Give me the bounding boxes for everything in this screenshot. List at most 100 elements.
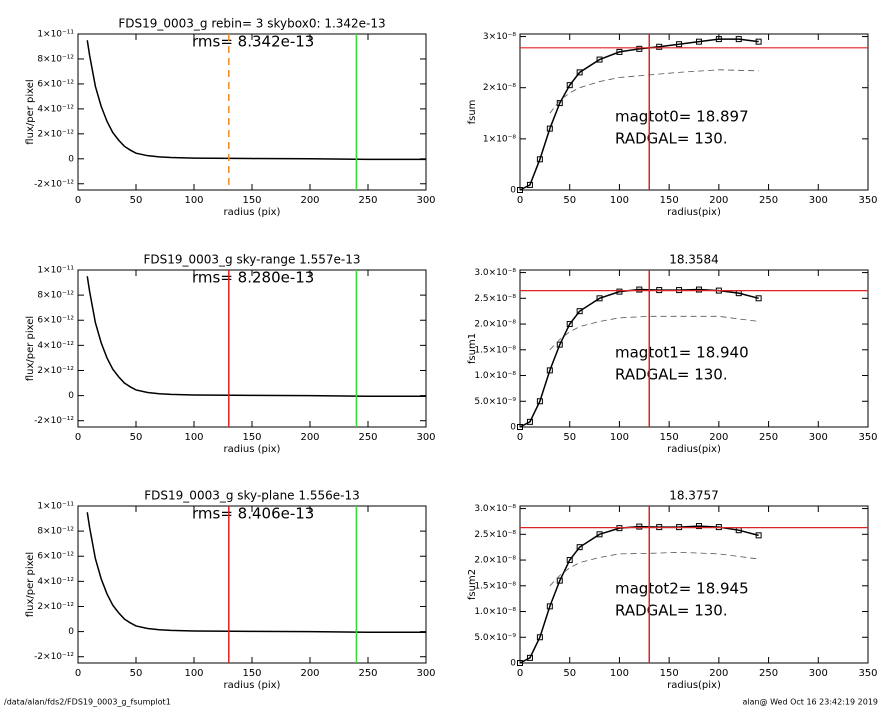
plot-frame	[519, 269, 869, 428]
y-axis-label: flux/per pixel	[25, 79, 36, 144]
point-marker	[596, 56, 603, 63]
x-tick-label: 50	[130, 668, 143, 679]
x-tick-label: 250	[358, 668, 377, 679]
y-tick-label: 8×10⁻¹²	[37, 291, 74, 301]
point-marker	[566, 557, 573, 564]
y-tick-label: 1.5×10⁻⁸	[474, 345, 516, 355]
x-tick-label: 250	[759, 432, 778, 443]
y-axis-label: flux/per pixel	[25, 316, 36, 381]
y-tick-label: 2×10⁻¹²	[37, 366, 74, 376]
point-marker	[576, 69, 583, 76]
x-tick-label: 300	[809, 195, 828, 206]
y-tick-label: 1.5×10⁻⁸	[474, 581, 516, 591]
y-tick-label: -2×10⁻¹²	[34, 416, 74, 426]
x-tick-label: 100	[184, 432, 203, 443]
x-tick-label: 100	[184, 668, 203, 679]
y-axis-label: fsum2	[467, 569, 478, 600]
point-marker	[636, 523, 643, 530]
footer-left: /data/alan/fds2/FDS19_0003_g_fsumplot1	[4, 698, 171, 707]
y-tick-label: 0	[68, 627, 74, 637]
y-axis-label: flux/per pixel	[25, 552, 36, 617]
series-line	[549, 551, 759, 587]
x-tick-label: 150	[660, 668, 679, 679]
x-tick-label: 200	[300, 668, 319, 679]
x-tick-label: 350	[858, 668, 877, 679]
annotation: rms= 8.342e-13	[192, 33, 314, 51]
y-tick-label: 1×10⁻¹¹	[37, 502, 74, 512]
y-tick-label: 2×10⁻¹²	[37, 602, 74, 612]
point-marker	[546, 367, 553, 374]
x-tick-label: 50	[563, 668, 576, 679]
y-tick-label: 3.0×10⁻⁸	[474, 268, 516, 278]
point-marker	[695, 286, 702, 293]
x-tick-label: 0	[75, 195, 81, 206]
y-tick-label: 5.0×10⁻⁹	[474, 633, 516, 643]
x-tick-label: 50	[563, 195, 576, 206]
point-marker	[636, 286, 643, 293]
chart-title: FDS19_0003_g rebin= 3 skybox0: 1.342e-13	[118, 17, 385, 31]
point-marker	[616, 48, 623, 55]
point-marker	[735, 36, 742, 43]
annotation: RADGAL= 130.	[615, 602, 728, 620]
x-tick-label: 300	[809, 668, 828, 679]
annotation: rms= 8.280e-13	[192, 269, 314, 287]
y-tick-label: 2.0×10⁻⁸	[474, 320, 516, 330]
x-tick-label: 50	[130, 432, 143, 443]
series-line	[549, 315, 759, 351]
y-tick-label: 0	[510, 423, 516, 433]
point-marker	[536, 634, 543, 641]
y-tick-label: 1.0×10⁻⁸	[474, 607, 516, 617]
point-marker	[755, 295, 762, 302]
series-line	[86, 40, 426, 161]
x-tick-label: 200	[300, 195, 319, 206]
point-marker	[566, 321, 573, 328]
x-tick-label: 0	[75, 432, 81, 443]
x-tick-label: 300	[416, 432, 435, 443]
point-marker	[656, 43, 663, 50]
annotation: rms= 8.406e-13	[192, 505, 314, 523]
point-marker	[556, 341, 563, 348]
y-tick-label: 2×10⁻⁸	[483, 83, 516, 93]
y-tick-label: 1×10⁻¹¹	[37, 30, 74, 40]
point-marker	[636, 45, 643, 52]
series-line	[86, 512, 426, 633]
x-tick-label: 200	[709, 668, 728, 679]
x-tick-label: 0	[517, 195, 523, 206]
x-tick-label: 50	[563, 432, 576, 443]
x-tick-label: 350	[858, 195, 877, 206]
chart-title: FDS19_0003_g sky-range 1.557e-13	[143, 253, 360, 267]
y-tick-label: 6×10⁻¹²	[37, 552, 74, 562]
plot-frame	[519, 505, 869, 664]
y-tick-label: 0	[510, 186, 516, 196]
point-marker	[596, 295, 603, 302]
x-tick-label: 200	[300, 432, 319, 443]
y-axis-label: fsum	[467, 100, 478, 125]
point-marker	[526, 418, 533, 425]
point-marker	[556, 100, 563, 107]
x-tick-label: 350	[858, 432, 877, 443]
x-tick-label: 150	[660, 432, 679, 443]
point-marker	[576, 544, 583, 551]
x-tick-label: 300	[416, 668, 435, 679]
x-tick-label: 300	[809, 432, 828, 443]
x-tick-label: 200	[709, 195, 728, 206]
point-marker	[576, 308, 583, 315]
x-tick-label: 150	[660, 195, 679, 206]
point-marker	[526, 654, 533, 661]
x-tick-label: 300	[416, 195, 435, 206]
annotation: magtot2= 18.945	[615, 580, 749, 598]
y-tick-label: 5.0×10⁻⁹	[474, 397, 516, 407]
y-tick-label: 3.0×10⁻⁸	[474, 504, 516, 514]
y-tick-label: 1×10⁻⁸	[483, 134, 516, 144]
x-tick-label: 100	[184, 195, 203, 206]
y-tick-label: 1.0×10⁻⁸	[474, 371, 516, 381]
point-marker	[536, 398, 543, 405]
y-axis-label: fsum1	[467, 333, 478, 364]
x-tick-label: 150	[242, 195, 261, 206]
x-axis-label: radius(pix)	[667, 207, 721, 218]
x-tick-label: 250	[759, 195, 778, 206]
y-tick-label: 0	[68, 154, 74, 164]
x-tick-label: 150	[242, 668, 261, 679]
